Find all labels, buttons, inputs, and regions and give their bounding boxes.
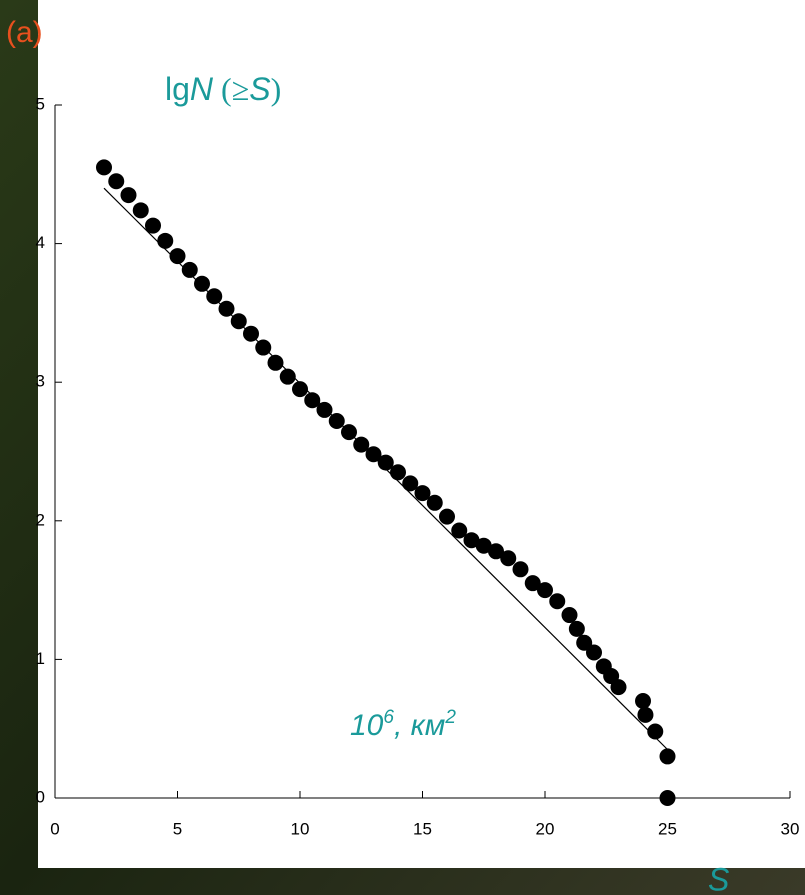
y-tick-label: 2 bbox=[36, 510, 45, 529]
data-point bbox=[500, 550, 517, 567]
data-point bbox=[659, 790, 676, 806]
data-point bbox=[194, 275, 210, 292]
data-point bbox=[230, 313, 247, 330]
y-tick-label: 5 bbox=[36, 94, 45, 113]
x-axis-title: S bbox=[708, 861, 729, 895]
data-point bbox=[568, 620, 585, 637]
data-point bbox=[206, 288, 223, 305]
data-point bbox=[132, 202, 149, 219]
data-point bbox=[390, 464, 406, 481]
x-tick-label: 5 bbox=[173, 819, 182, 838]
x-tick-label: 20 bbox=[536, 819, 555, 838]
data-point bbox=[279, 368, 296, 385]
data-point bbox=[637, 706, 654, 723]
data-point bbox=[414, 485, 431, 502]
data-point bbox=[426, 494, 443, 511]
data-point bbox=[576, 634, 593, 651]
y-tick-label: 3 bbox=[36, 372, 45, 391]
y-tick-label: 1 bbox=[36, 649, 45, 668]
data-point bbox=[488, 543, 504, 560]
data-point bbox=[586, 644, 602, 661]
data-point bbox=[512, 561, 529, 578]
data-point bbox=[659, 748, 676, 765]
unit-label: 106, км2 bbox=[350, 707, 456, 742]
data-point bbox=[610, 679, 627, 696]
data-point bbox=[292, 381, 308, 398]
data-point bbox=[157, 232, 174, 249]
x-tick-label: 25 bbox=[658, 819, 677, 838]
data-point bbox=[304, 392, 321, 409]
data-point bbox=[439, 508, 455, 525]
data-point bbox=[365, 446, 382, 463]
data-point bbox=[451, 522, 468, 539]
x-tick-label: 15 bbox=[413, 819, 432, 838]
data-point bbox=[108, 173, 125, 190]
fit-line bbox=[103, 187, 668, 750]
data-point bbox=[647, 723, 664, 740]
data-point bbox=[635, 692, 651, 709]
y-tick-label: 0 bbox=[36, 787, 45, 806]
data-point bbox=[402, 475, 419, 492]
data-point bbox=[145, 217, 161, 234]
data-point bbox=[169, 248, 186, 265]
data-point bbox=[537, 582, 553, 599]
data-point bbox=[475, 537, 492, 554]
data-point bbox=[267, 354, 284, 371]
plot-panel bbox=[38, 0, 805, 868]
y-tick-label: 4 bbox=[36, 233, 45, 252]
data-point bbox=[218, 300, 235, 317]
panel-label: (a) bbox=[6, 16, 43, 49]
data-point bbox=[96, 159, 112, 176]
data-point bbox=[243, 325, 259, 342]
data-point bbox=[181, 261, 198, 278]
x-tick-label: 30 bbox=[781, 819, 800, 838]
data-point bbox=[463, 532, 480, 549]
data-point bbox=[549, 593, 566, 610]
x-tick-label: 0 bbox=[50, 819, 59, 838]
data-point bbox=[120, 187, 137, 204]
x-tick-label: 10 bbox=[291, 819, 310, 838]
data-point bbox=[524, 575, 541, 592]
y-axis-title: lgN (≥S) bbox=[165, 71, 281, 107]
data-point bbox=[328, 413, 345, 430]
data-point bbox=[316, 401, 333, 418]
data-point bbox=[561, 607, 578, 624]
data-point bbox=[377, 454, 394, 471]
